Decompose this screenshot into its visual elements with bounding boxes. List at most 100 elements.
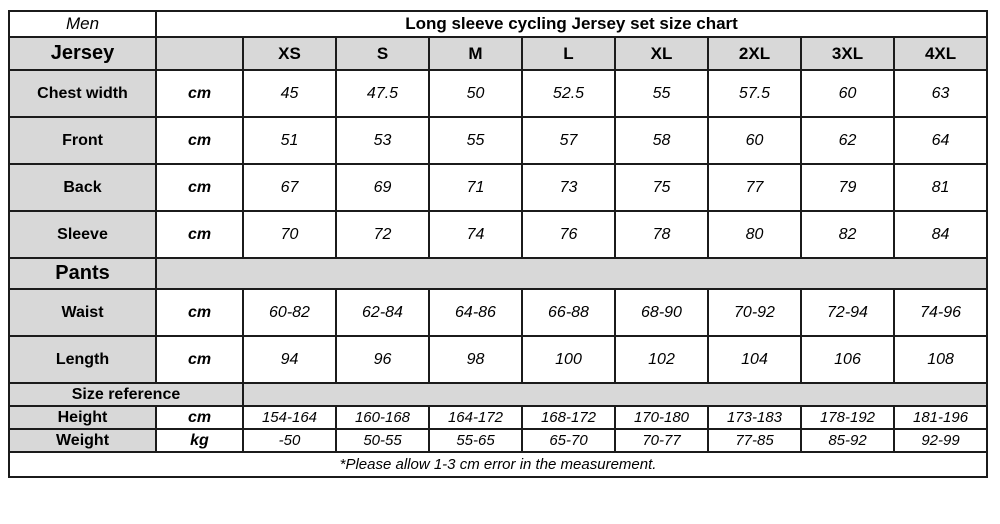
value-cell: 94 <box>242 335 337 384</box>
unit-cell: cm <box>155 288 244 337</box>
value-cell: 79 <box>800 163 895 212</box>
table-row-height: Height cm 154-164 160-168 164-172 168-17… <box>8 405 989 430</box>
value-cell: 71 <box>428 163 523 212</box>
value-cell: 50 <box>428 69 523 118</box>
section-filler <box>154 257 989 290</box>
value-cell: 73 <box>521 163 616 212</box>
value-cell: 160-168 <box>335 405 430 430</box>
value-cell: 164-172 <box>428 405 523 430</box>
unit-cell: cm <box>155 116 244 165</box>
table-row-weight: Weight kg -50 50-55 55-65 65-70 70-77 77… <box>8 428 989 453</box>
value-cell: 70-77 <box>614 428 709 453</box>
value-cell: 50-55 <box>335 428 430 453</box>
value-cell: 66-88 <box>521 288 616 337</box>
value-cell: 74-96 <box>892 288 989 337</box>
size-header-xs: XS <box>242 36 337 71</box>
size-reference-label: Size reference <box>8 382 244 407</box>
jersey-section-label: Jersey <box>8 36 157 71</box>
men-label-cell: Men <box>8 10 157 38</box>
value-cell: 168-172 <box>521 405 616 430</box>
unit-cell: cm <box>155 335 244 384</box>
value-cell: 68-90 <box>614 288 709 337</box>
value-cell: 173-183 <box>707 405 802 430</box>
size-header-m: M <box>428 36 523 71</box>
size-header-row: Jersey XS S M L XL 2XL 3XL 4XL <box>8 36 989 71</box>
row-label: Chest width <box>8 69 157 118</box>
value-cell: 74 <box>428 210 523 259</box>
value-cell: 60 <box>707 116 802 165</box>
value-cell: 65-70 <box>521 428 616 453</box>
section-filler <box>241 382 989 407</box>
value-cell: 104 <box>707 335 802 384</box>
unit-cell: cm <box>155 69 244 118</box>
value-cell: 55 <box>614 69 709 118</box>
value-cell: 57 <box>521 116 616 165</box>
row-label: Weight <box>8 428 157 453</box>
size-header-2xl: 2XL <box>707 36 802 71</box>
value-cell: 72-94 <box>800 288 895 337</box>
value-cell: 51 <box>242 116 337 165</box>
size-header-3xl: 3XL <box>800 36 895 71</box>
value-cell: 81 <box>892 163 989 212</box>
value-cell: 64-86 <box>428 288 523 337</box>
value-cell: 64 <box>892 116 989 165</box>
value-cell: 80 <box>707 210 802 259</box>
size-header-s: S <box>335 36 430 71</box>
size-chart: Men Long sleeve cycling Jersey set size … <box>7 10 989 478</box>
unit-cell: cm <box>155 405 244 430</box>
value-cell: 57.5 <box>707 69 802 118</box>
value-cell: 58 <box>614 116 709 165</box>
value-cell: 77-85 <box>707 428 802 453</box>
value-cell: 62-84 <box>335 288 430 337</box>
pants-section-label: Pants <box>8 257 157 290</box>
value-cell: 178-192 <box>800 405 895 430</box>
value-cell: 53 <box>335 116 430 165</box>
value-cell: 98 <box>428 335 523 384</box>
value-cell: 70-92 <box>707 288 802 337</box>
row-label: Sleeve <box>8 210 157 259</box>
footnote: *Please allow 1-3 cm error in the measur… <box>7 451 989 478</box>
unit-cell: cm <box>155 163 244 212</box>
size-chart-table: Men Long sleeve cycling Jersey set size … <box>7 10 989 478</box>
value-cell: 92-99 <box>892 428 989 453</box>
value-cell: 63 <box>892 69 989 118</box>
table-row-front: Front cm 51 53 55 57 58 60 62 64 <box>8 116 989 165</box>
row-label: Front <box>8 116 157 165</box>
size-header-l: L <box>521 36 616 71</box>
value-cell: 85-92 <box>800 428 895 453</box>
footnote-row: *Please allow 1-3 cm error in the measur… <box>7 451 989 478</box>
title-row: Men Long sleeve cycling Jersey set size … <box>8 10 989 38</box>
table-row-length: Length cm 94 96 98 100 102 104 106 108 <box>8 335 989 384</box>
chart-title: Long sleeve cycling Jersey set size char… <box>154 10 989 38</box>
value-cell: 154-164 <box>242 405 337 430</box>
value-cell: 55-65 <box>428 428 523 453</box>
table-row-chest-width: Chest width cm 45 47.5 50 52.5 55 57.5 6… <box>8 69 989 118</box>
value-cell: 60 <box>800 69 895 118</box>
value-cell: 55 <box>428 116 523 165</box>
value-cell: 82 <box>800 210 895 259</box>
value-cell: -50 <box>242 428 337 453</box>
pants-section-row: Pants <box>8 257 989 290</box>
value-cell: 52.5 <box>521 69 616 118</box>
value-cell: 45 <box>242 69 337 118</box>
value-cell: 78 <box>614 210 709 259</box>
value-cell: 100 <box>521 335 616 384</box>
value-cell: 77 <box>707 163 802 212</box>
value-cell: 62 <box>800 116 895 165</box>
value-cell: 170-180 <box>614 405 709 430</box>
value-cell: 108 <box>892 335 989 384</box>
value-cell: 47.5 <box>335 69 430 118</box>
value-cell: 60-82 <box>242 288 337 337</box>
row-label: Height <box>8 405 157 430</box>
size-header-xl: XL <box>614 36 709 71</box>
value-cell: 102 <box>614 335 709 384</box>
value-cell: 106 <box>800 335 895 384</box>
value-cell: 69 <box>335 163 430 212</box>
unit-cell: cm <box>155 210 244 259</box>
row-label: Length <box>8 335 157 384</box>
unit-cell: kg <box>155 428 244 453</box>
value-cell: 70 <box>242 210 337 259</box>
row-label: Waist <box>8 288 157 337</box>
table-row-sleeve: Sleeve cm 70 72 74 76 78 80 82 84 <box>8 210 989 259</box>
value-cell: 76 <box>521 210 616 259</box>
